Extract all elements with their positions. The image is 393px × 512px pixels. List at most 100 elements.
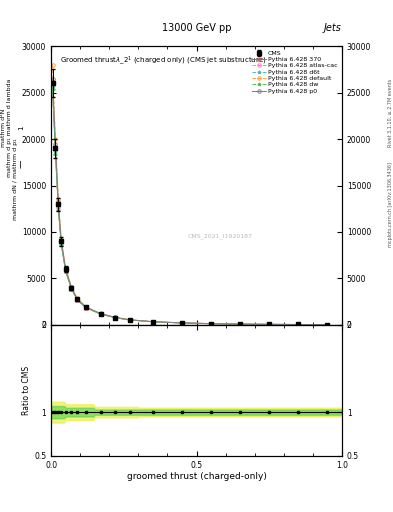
Pythia 6.428 d6t	[151, 318, 155, 325]
Pythia 6.428 dw	[238, 321, 242, 327]
Pythia 6.428 atlas-cac	[53, 147, 58, 153]
Pythia 6.428 default	[325, 322, 330, 328]
Pythia 6.428 default	[151, 318, 155, 325]
Pythia 6.428 default	[98, 310, 103, 316]
Pythia 6.428 atlas-cac	[180, 320, 184, 326]
Pythia 6.428 dw	[98, 311, 103, 317]
Pythia 6.428 p0	[75, 295, 80, 302]
Pythia 6.428 default	[50, 61, 55, 68]
Pythia 6.428 atlas-cac	[63, 267, 68, 273]
Line: Pythia 6.428 370: Pythia 6.428 370	[51, 86, 329, 326]
Text: mathrm dN / mathrm d p₁: mathrm dN / mathrm d p₁	[13, 138, 18, 220]
Pythia 6.428 default	[296, 322, 301, 328]
Pythia 6.428 default	[113, 314, 118, 321]
Pythia 6.428 370	[56, 206, 61, 212]
Pythia 6.428 370	[69, 286, 74, 292]
Pythia 6.428 d6t	[180, 320, 184, 326]
Pythia 6.428 dw	[84, 305, 88, 311]
Pythia 6.428 d6t	[59, 241, 64, 247]
Pythia 6.428 atlas-cac	[296, 322, 301, 328]
Pythia 6.428 d6t	[238, 321, 242, 327]
Pythia 6.428 d6t	[209, 321, 213, 327]
Pythia 6.428 default	[63, 265, 68, 271]
Legend: CMS, Pythia 6.428 370, Pythia 6.428 atlas-cac, Pythia 6.428 d6t, Pythia 6.428 de: CMS, Pythia 6.428 370, Pythia 6.428 atla…	[251, 49, 339, 95]
Pythia 6.428 default	[267, 321, 272, 327]
Pythia 6.428 default	[69, 284, 74, 290]
Pythia 6.428 atlas-cac	[50, 82, 55, 88]
Pythia 6.428 p0	[325, 322, 330, 328]
Line: Pythia 6.428 default: Pythia 6.428 default	[51, 63, 329, 326]
Pythia 6.428 p0	[151, 318, 155, 325]
Pythia 6.428 dw	[127, 317, 132, 323]
Pythia 6.428 p0	[113, 314, 118, 321]
Pythia 6.428 d6t	[56, 205, 61, 211]
Pythia 6.428 370	[151, 318, 155, 325]
Pythia 6.428 d6t	[63, 268, 68, 274]
Pythia 6.428 370	[209, 321, 213, 327]
Pythia 6.428 p0	[98, 310, 103, 316]
Pythia 6.428 atlas-cac	[151, 318, 155, 325]
Pythia 6.428 370	[296, 322, 301, 328]
Pythia 6.428 d6t	[75, 296, 80, 303]
Pythia 6.428 atlas-cac	[238, 321, 242, 327]
Pythia 6.428 default	[75, 295, 80, 302]
Pythia 6.428 atlas-cac	[325, 322, 330, 328]
Pythia 6.428 370	[267, 322, 272, 328]
Pythia 6.428 p0	[180, 320, 184, 326]
Pythia 6.428 p0	[238, 321, 242, 327]
Text: —: —	[17, 160, 26, 168]
Pythia 6.428 370	[325, 322, 330, 328]
Text: Jets: Jets	[324, 23, 342, 33]
Pythia 6.428 default	[180, 320, 184, 326]
Pythia 6.428 dw	[53, 151, 58, 157]
Pythia 6.428 dw	[75, 297, 80, 303]
Pythia 6.428 p0	[69, 284, 74, 290]
Pythia 6.428 370	[127, 317, 132, 323]
Pythia 6.428 atlas-cac	[267, 322, 272, 328]
Text: Rivet 3.1.10, ≥ 2.7M events: Rivet 3.1.10, ≥ 2.7M events	[388, 78, 393, 147]
Pythia 6.428 p0	[296, 322, 301, 328]
Line: Pythia 6.428 p0: Pythia 6.428 p0	[51, 77, 329, 326]
Pythia 6.428 atlas-cac	[209, 321, 213, 327]
Pythia 6.428 370	[75, 297, 80, 303]
Pythia 6.428 370	[238, 321, 242, 327]
Pythia 6.428 default	[59, 237, 64, 243]
Pythia 6.428 370	[98, 311, 103, 317]
Pythia 6.428 p0	[53, 141, 58, 147]
Pythia 6.428 default	[84, 304, 88, 310]
Pythia 6.428 p0	[209, 321, 213, 327]
Pythia 6.428 default	[53, 136, 58, 142]
Line: Pythia 6.428 atlas-cac: Pythia 6.428 atlas-cac	[51, 83, 329, 326]
Pythia 6.428 dw	[63, 268, 68, 274]
Pythia 6.428 d6t	[296, 322, 301, 328]
Pythia 6.428 default	[238, 321, 242, 327]
Pythia 6.428 dw	[267, 322, 272, 328]
Pythia 6.428 default	[127, 317, 132, 323]
Pythia 6.428 370	[53, 150, 58, 156]
Pythia 6.428 d6t	[53, 149, 58, 155]
Pythia 6.428 default	[56, 197, 61, 203]
Text: mcplots.cern.ch [arXiv:1306.3436]: mcplots.cern.ch [arXiv:1306.3436]	[388, 162, 393, 247]
Pythia 6.428 d6t	[127, 317, 132, 323]
Pythia 6.428 dw	[296, 322, 301, 328]
Pythia 6.428 d6t	[84, 305, 88, 311]
Text: CMS_2021_I1920187: CMS_2021_I1920187	[187, 233, 252, 239]
Pythia 6.428 370	[50, 85, 55, 91]
Pythia 6.428 dw	[69, 286, 74, 292]
Text: 1: 1	[18, 126, 25, 130]
Pythia 6.428 d6t	[267, 322, 272, 328]
Pythia 6.428 atlas-cac	[56, 204, 61, 210]
Pythia 6.428 atlas-cac	[127, 317, 132, 323]
Pythia 6.428 370	[113, 314, 118, 321]
Pythia 6.428 p0	[59, 237, 64, 243]
Pythia 6.428 d6t	[50, 84, 55, 90]
Pythia 6.428 dw	[56, 207, 61, 213]
Text: mathrm d²N: mathrm d²N	[2, 109, 6, 147]
Pythia 6.428 default	[209, 321, 213, 327]
Pythia 6.428 370	[180, 320, 184, 326]
Pythia 6.428 dw	[59, 242, 64, 248]
Pythia 6.428 dw	[209, 321, 213, 327]
Pythia 6.428 p0	[56, 199, 61, 205]
Pythia 6.428 p0	[63, 266, 68, 272]
Text: Groomed thrust$\lambda\_2^1$ (charged only) (CMS jet substructure): Groomed thrust$\lambda\_2^1$ (charged on…	[60, 54, 266, 67]
